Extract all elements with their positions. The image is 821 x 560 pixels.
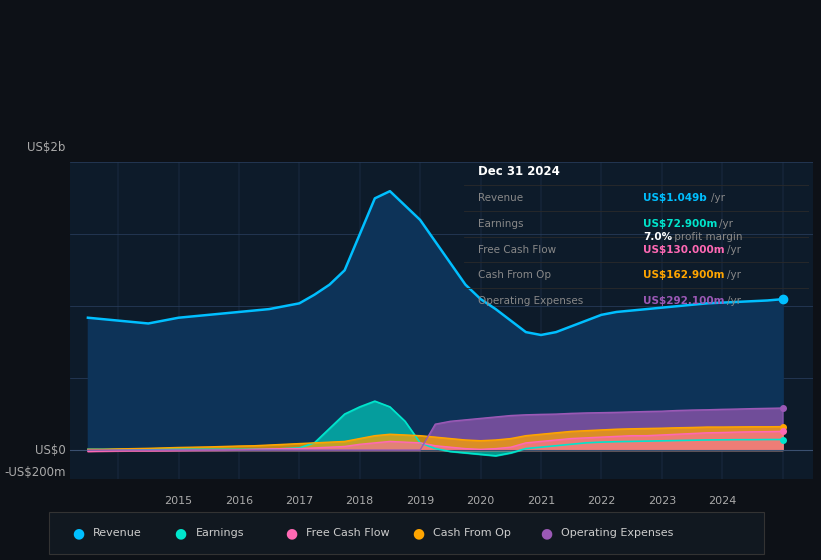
Text: ●: ●	[540, 526, 552, 540]
Text: Dec 31 2024: Dec 31 2024	[478, 165, 560, 179]
Text: Revenue: Revenue	[93, 528, 141, 538]
Text: Cash From Op: Cash From Op	[478, 270, 551, 281]
Text: 2019: 2019	[406, 496, 434, 506]
Text: 2018: 2018	[346, 496, 374, 506]
Text: Earnings: Earnings	[478, 219, 523, 229]
Text: /yr: /yr	[727, 270, 741, 281]
Text: ●: ●	[413, 526, 424, 540]
Text: US$292.100m: US$292.100m	[643, 296, 725, 306]
Text: 2020: 2020	[466, 496, 495, 506]
Text: profit margin: profit margin	[671, 232, 742, 242]
Text: ●: ●	[72, 526, 84, 540]
Text: US$162.900m: US$162.900m	[643, 270, 725, 281]
Text: ●: ●	[286, 526, 297, 540]
Text: /yr: /yr	[719, 219, 733, 229]
Text: /yr: /yr	[727, 245, 741, 255]
Text: US$130.000m: US$130.000m	[643, 245, 725, 255]
Text: 2021: 2021	[527, 496, 555, 506]
Text: Revenue: Revenue	[478, 193, 523, 203]
Text: ●: ●	[175, 526, 186, 540]
Text: /yr: /yr	[727, 296, 741, 306]
Text: 2024: 2024	[708, 496, 736, 506]
Text: 2022: 2022	[587, 496, 616, 506]
Text: US$2b: US$2b	[27, 141, 66, 154]
Text: 7.0%: 7.0%	[643, 232, 672, 242]
Text: US$0: US$0	[35, 444, 66, 456]
Text: US$1.049b: US$1.049b	[643, 193, 707, 203]
Text: Cash From Op: Cash From Op	[433, 528, 511, 538]
Text: Free Cash Flow: Free Cash Flow	[478, 245, 556, 255]
Text: /yr: /yr	[712, 193, 726, 203]
Text: 2023: 2023	[648, 496, 676, 506]
Text: 2017: 2017	[285, 496, 314, 506]
Text: Earnings: Earnings	[195, 528, 244, 538]
Text: Operating Expenses: Operating Expenses	[478, 296, 583, 306]
Text: Operating Expenses: Operating Expenses	[561, 528, 673, 538]
Text: US$72.900m: US$72.900m	[643, 219, 718, 229]
Text: 2016: 2016	[225, 496, 253, 506]
Text: 2015: 2015	[164, 496, 193, 506]
Text: -US$200m: -US$200m	[4, 466, 66, 479]
Text: Free Cash Flow: Free Cash Flow	[306, 528, 390, 538]
